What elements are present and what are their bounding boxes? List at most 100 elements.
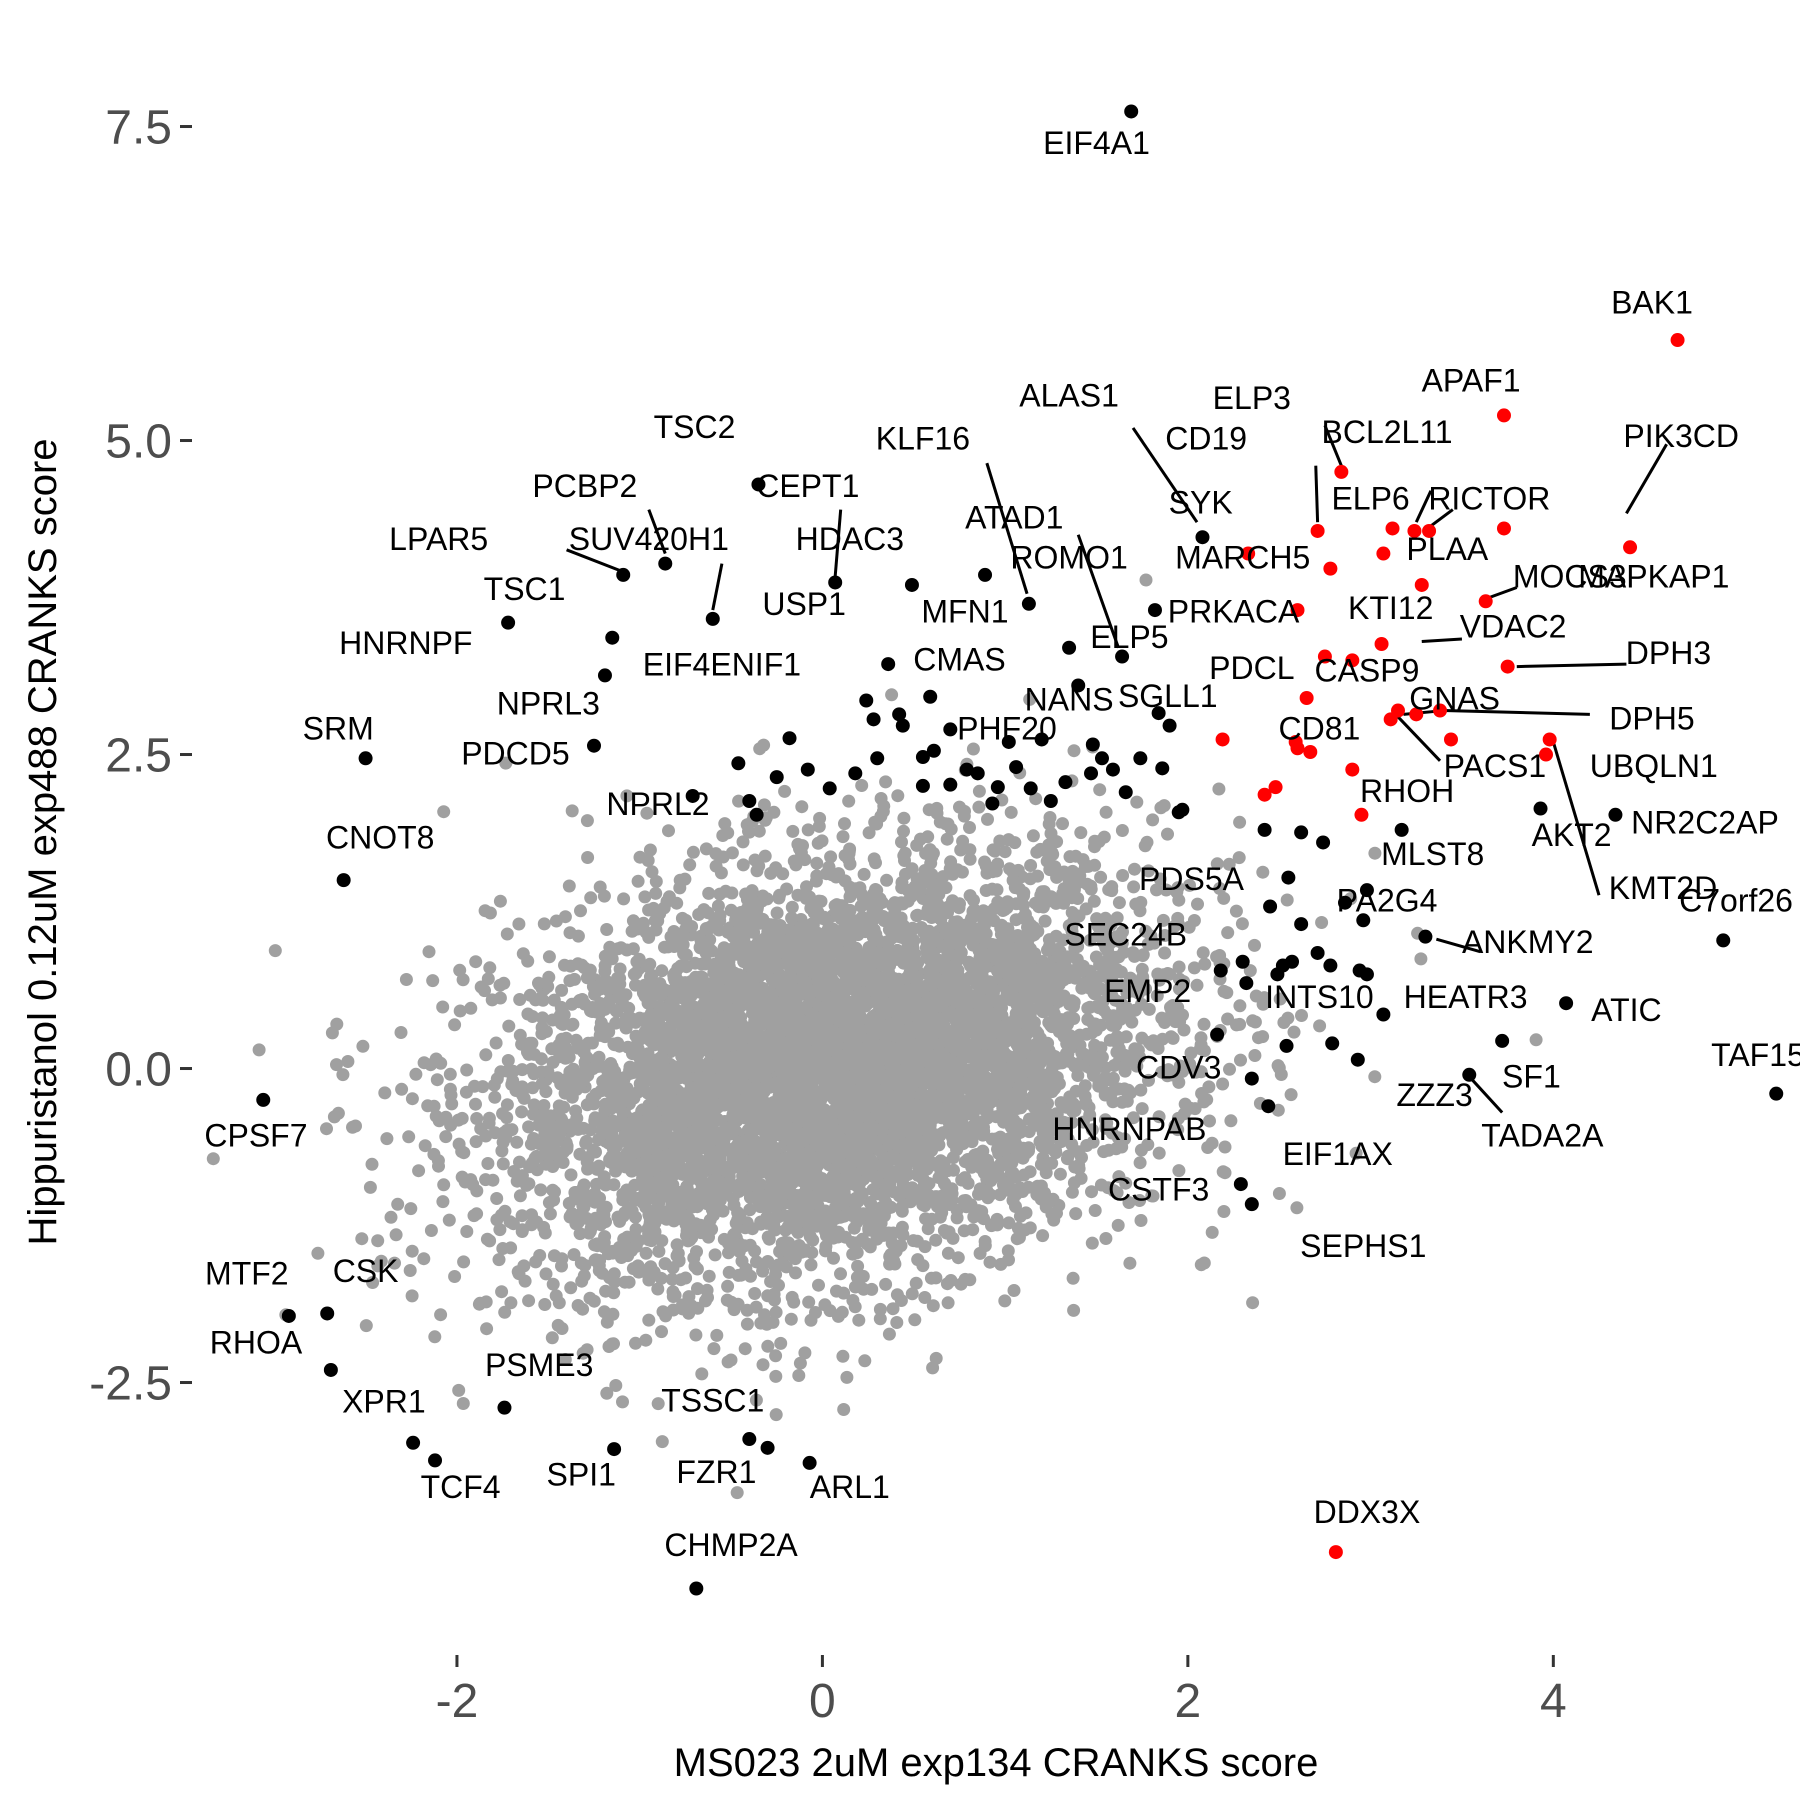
background-point bbox=[850, 1270, 864, 1284]
background-point bbox=[810, 869, 824, 883]
background-point bbox=[721, 1236, 735, 1250]
background-point bbox=[1161, 827, 1174, 841]
background-point bbox=[581, 1068, 595, 1082]
background-point bbox=[412, 1164, 426, 1178]
background-point bbox=[1146, 813, 1160, 827]
background-point bbox=[1197, 1044, 1211, 1058]
background-point bbox=[611, 1210, 625, 1224]
background-point bbox=[600, 1386, 614, 1400]
background-point bbox=[1105, 880, 1119, 894]
background-point bbox=[941, 1296, 955, 1310]
background-point bbox=[336, 1068, 350, 1082]
background-point bbox=[1099, 1232, 1113, 1245]
background-point bbox=[895, 835, 908, 849]
background-point bbox=[627, 967, 641, 981]
background-point bbox=[632, 952, 646, 966]
background-point bbox=[731, 1297, 745, 1311]
background-point bbox=[1055, 1056, 1069, 1070]
background-point bbox=[652, 1016, 666, 1030]
background-point bbox=[867, 852, 881, 866]
background-point bbox=[724, 903, 738, 917]
background-point bbox=[802, 1295, 816, 1309]
background-point bbox=[1142, 1073, 1155, 1087]
background-point bbox=[879, 775, 893, 789]
background-point bbox=[940, 832, 954, 846]
background-point bbox=[793, 1356, 807, 1370]
background-point bbox=[1054, 1096, 1068, 1110]
background-point bbox=[1218, 1166, 1232, 1180]
background-point bbox=[457, 1255, 471, 1269]
background-point bbox=[542, 950, 556, 964]
background-point bbox=[1224, 1114, 1238, 1128]
background-point bbox=[580, 1343, 594, 1357]
background-point bbox=[831, 1309, 845, 1323]
background-point bbox=[402, 1130, 416, 1144]
background-point bbox=[983, 1255, 997, 1269]
background-point bbox=[371, 1259, 385, 1273]
background-point bbox=[748, 853, 762, 867]
background-point bbox=[1133, 1194, 1147, 1207]
background-point bbox=[1220, 986, 1234, 1000]
background-point bbox=[1023, 692, 1037, 706]
background-point bbox=[906, 1234, 920, 1248]
background-point bbox=[1094, 870, 1108, 884]
background-point bbox=[951, 1251, 965, 1265]
background-point bbox=[1217, 1205, 1231, 1218]
background-point bbox=[1246, 1296, 1260, 1310]
background-point bbox=[838, 817, 851, 831]
background-point bbox=[647, 979, 661, 993]
background-point bbox=[936, 1199, 950, 1213]
background-point bbox=[1158, 929, 1172, 942]
background-point bbox=[1252, 1031, 1265, 1045]
background-point bbox=[950, 1211, 964, 1225]
background-point bbox=[749, 1393, 763, 1407]
background-point bbox=[954, 843, 968, 857]
background-point bbox=[206, 1152, 220, 1166]
background-point bbox=[801, 998, 815, 1012]
background-point bbox=[740, 1317, 754, 1331]
background-point bbox=[758, 849, 772, 863]
background-point bbox=[405, 1244, 419, 1258]
background-point bbox=[742, 825, 756, 839]
background-point bbox=[1272, 1061, 1286, 1075]
background-point bbox=[890, 1316, 904, 1329]
background-point bbox=[857, 1163, 871, 1176]
background-point bbox=[469, 1135, 483, 1149]
background-point bbox=[990, 1212, 1004, 1226]
background-point bbox=[558, 910, 572, 924]
background-point bbox=[886, 1302, 900, 1316]
background-point bbox=[565, 997, 579, 1011]
background-point bbox=[1002, 1216, 1016, 1230]
background-point bbox=[757, 798, 771, 812]
background-point bbox=[836, 830, 850, 844]
background-point bbox=[1017, 889, 1030, 903]
background-point bbox=[1222, 857, 1236, 871]
background-point bbox=[748, 1244, 762, 1258]
background-point bbox=[1089, 950, 1103, 964]
background-point bbox=[708, 1248, 722, 1262]
background-point bbox=[1006, 1193, 1020, 1207]
background-point bbox=[535, 1077, 549, 1091]
background-point bbox=[489, 1036, 503, 1050]
background-point bbox=[858, 1354, 872, 1368]
background-point bbox=[515, 1209, 529, 1223]
background-point bbox=[786, 824, 800, 838]
background-point bbox=[1001, 895, 1014, 909]
background-point bbox=[995, 1106, 1009, 1120]
background-point bbox=[599, 1200, 613, 1214]
background-point bbox=[852, 1313, 866, 1327]
background-point bbox=[769, 861, 783, 875]
background-point bbox=[394, 1026, 408, 1039]
background-point bbox=[818, 1298, 832, 1312]
background-point bbox=[482, 1111, 496, 1125]
background-point bbox=[470, 1207, 484, 1221]
background-point bbox=[1125, 1015, 1139, 1029]
background-point bbox=[764, 1275, 778, 1288]
background-point bbox=[721, 1355, 735, 1369]
background-point bbox=[998, 1294, 1012, 1308]
background-point bbox=[593, 880, 607, 894]
background-point bbox=[1217, 891, 1231, 905]
background-point bbox=[992, 1007, 1006, 1021]
background-point bbox=[452, 1383, 466, 1397]
background-point bbox=[978, 855, 992, 869]
